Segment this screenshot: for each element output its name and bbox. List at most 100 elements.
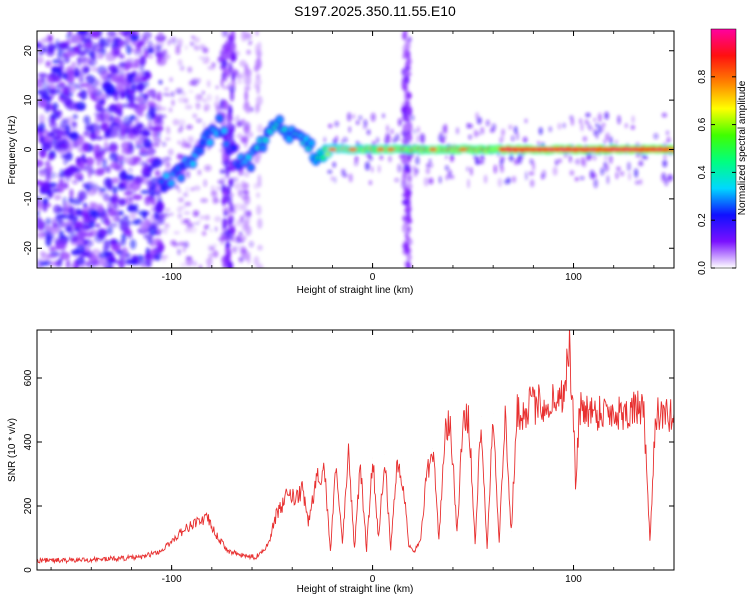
heatmap-blob — [124, 185, 133, 192]
colorbar-label: Normalized spectral amplitude — [737, 80, 748, 215]
heatmap-blob — [133, 105, 145, 115]
heatmap-blob — [231, 208, 237, 215]
heatmap-blob — [215, 95, 219, 102]
heatmap-blob — [390, 128, 394, 135]
heatmap-blob — [97, 203, 104, 214]
y-tick-label: 600 — [23, 369, 34, 386]
heatmap-blob — [467, 178, 470, 189]
heatmap-blob — [79, 265, 85, 268]
heatmap-blob — [138, 210, 149, 217]
heatmap-blob — [202, 47, 209, 54]
heatmap-blob — [45, 217, 52, 225]
heatmap-blob — [404, 241, 409, 253]
heatmap-blob — [48, 261, 60, 267]
snr-x-label: Height of straight line (km) — [297, 584, 414, 595]
heatmap-blob — [118, 210, 124, 216]
heatmap-blob — [221, 59, 228, 68]
heatmap-blob — [404, 75, 410, 85]
x-tick-label: 100 — [565, 574, 582, 585]
heatmap-blob — [177, 213, 183, 219]
heatmap-blob — [204, 214, 211, 221]
heatmap-blob — [473, 129, 478, 138]
heatmap-blob — [402, 223, 407, 233]
heatmap-blob — [118, 239, 127, 247]
heatmap-blob — [185, 186, 189, 194]
heatmap-blob — [459, 147, 467, 152]
heatmap-blob — [87, 52, 94, 57]
heatmap-blob — [103, 239, 111, 251]
heatmap-blob — [605, 134, 609, 142]
heatmap-blob — [254, 103, 259, 115]
heatmap-blob — [508, 124, 513, 130]
heatmap-blob — [195, 101, 201, 110]
heatmap-blob — [499, 136, 503, 146]
heatmap-blob — [149, 186, 156, 196]
heatmap-blob — [40, 76, 46, 83]
heatmap-blob — [597, 112, 602, 123]
heatmap-blob — [209, 246, 216, 251]
heatmap-blob — [132, 157, 142, 162]
heatmap-blob — [661, 147, 671, 152]
snr-y-ticks: 0 200 400 600 — [23, 369, 674, 573]
heatmap-blob — [38, 222, 44, 231]
heatmap-blob — [123, 156, 134, 164]
heatmap-blob — [65, 225, 73, 233]
heatmap-blob — [661, 112, 668, 118]
heatmap-blob — [106, 251, 114, 257]
heatmap-blob — [237, 79, 243, 85]
heatmap-blob — [147, 72, 152, 79]
spectrogram-y-label: Frequency (Hz) — [7, 116, 18, 185]
y-tick-label: 0 — [23, 146, 34, 152]
heatmap-blob — [175, 88, 184, 95]
heatmap-blob — [90, 77, 99, 88]
heatmap-blob — [52, 76, 62, 83]
heatmap-blob — [466, 166, 470, 172]
heatmap-blob — [140, 189, 152, 194]
heatmap-blob — [55, 214, 62, 220]
heatmap-blob — [46, 253, 57, 259]
heatmap-blob — [86, 46, 96, 55]
heatmap-blob — [206, 139, 213, 146]
heatmap-blob — [238, 231, 243, 236]
heatmap-blob — [127, 73, 136, 79]
heatmap-blob — [168, 180, 175, 187]
heatmap-blob — [228, 61, 233, 71]
heatmap-blob — [100, 46, 106, 56]
heatmap-blob — [204, 224, 210, 230]
heatmap-blob — [203, 179, 207, 187]
heatmap-blob — [69, 212, 75, 218]
heatmap-blob — [614, 139, 619, 146]
heatmap-blob — [554, 159, 559, 166]
heatmap-blob — [653, 133, 659, 140]
heatmap-blob — [401, 199, 409, 206]
heatmap-blob — [133, 49, 144, 56]
heatmap-blob — [68, 207, 79, 213]
heatmap-blob — [230, 31, 235, 38]
heatmap-blob — [112, 37, 121, 42]
snr-frame — [36, 329, 675, 571]
heatmap-blob — [406, 55, 411, 62]
heatmap-blob — [244, 85, 251, 91]
heatmap-blob — [199, 215, 205, 220]
heatmap-blob — [53, 194, 62, 201]
heatmap-blob — [597, 124, 603, 134]
snr-series — [37, 330, 674, 565]
heatmap-blob — [158, 79, 163, 85]
heatmap-blob — [243, 139, 248, 149]
heatmap-blob — [226, 188, 231, 196]
heatmap-blob — [94, 135, 104, 141]
heatmap-blob — [642, 154, 648, 160]
heatmap-blob — [38, 122, 46, 133]
y-tick-label: -10 — [23, 191, 34, 206]
heatmap-blob — [161, 255, 166, 263]
heatmap-blob — [72, 121, 77, 127]
heatmap-blob — [177, 140, 181, 145]
heatmap-blob — [235, 202, 243, 211]
heatmap-blob — [256, 263, 264, 268]
heatmap-blob — [52, 188, 60, 193]
heatmap-blob — [126, 45, 132, 55]
spectrogram-x-ticks: -100 0 100 — [50, 31, 655, 283]
heatmap-blob — [143, 130, 151, 137]
heatmap-blob — [165, 53, 171, 60]
